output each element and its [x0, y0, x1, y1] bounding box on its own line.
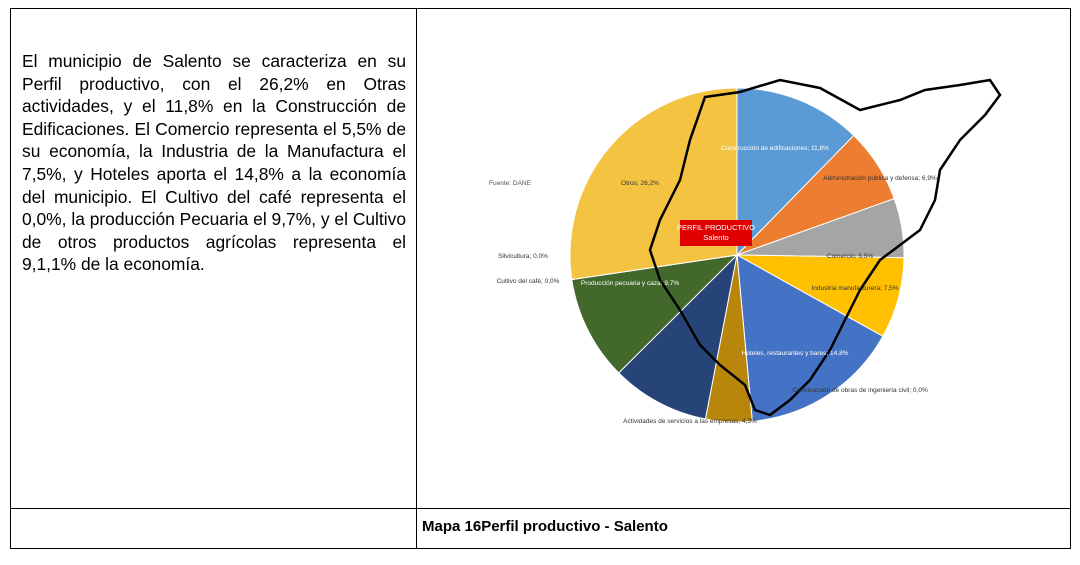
- slice-label: Industria manufacturera; 7,5%: [811, 285, 898, 292]
- slice-label: Construcción de obras de ingeniería civi…: [792, 387, 928, 394]
- pie-slice: [618, 253, 738, 420]
- center-title: PERFIL PRODUCTIVO: [677, 223, 755, 232]
- slice-label: Otros; 26,2%: [621, 180, 659, 187]
- border: [10, 508, 1071, 509]
- slice-label: Administración pública y defensa; 6,9%: [823, 175, 937, 182]
- slice-label: Actividades de servicios a las empresas;…: [623, 418, 757, 425]
- caption: Mapa 16Perfil productivo - Salento: [422, 518, 668, 535]
- border: [10, 8, 1071, 9]
- slice-label: Hoteles, restaurantes y bares; 14,8%: [742, 350, 849, 357]
- slice-label: Cultivo del café; 0,0%: [497, 278, 560, 285]
- map-outline: [648, 78, 1002, 417]
- border: [416, 8, 417, 549]
- slice-label: Producción pecuaria y caza; 9,7%: [581, 280, 679, 287]
- border: [10, 8, 11, 549]
- border: [10, 548, 1071, 549]
- slice-label: Construcción de edificaciones; 11,8%: [721, 145, 829, 152]
- slice-label: Silvicultura; 0,0%: [498, 253, 548, 260]
- pie-slice: [571, 254, 739, 374]
- pie-slice: [736, 87, 855, 257]
- border: [1070, 8, 1071, 549]
- title-box: [680, 220, 752, 246]
- body-text: El municipio de Salento se caracteriza e…: [22, 51, 406, 275]
- center-title: Salento: [703, 233, 728, 242]
- source: Fuente: DANE: [489, 180, 532, 187]
- pie-slice: [736, 254, 884, 422]
- slice-label: Comercio; 5,5%: [827, 253, 873, 260]
- slice-label: Cultivo de otros productos agrícolas; 9,…: [504, 388, 626, 395]
